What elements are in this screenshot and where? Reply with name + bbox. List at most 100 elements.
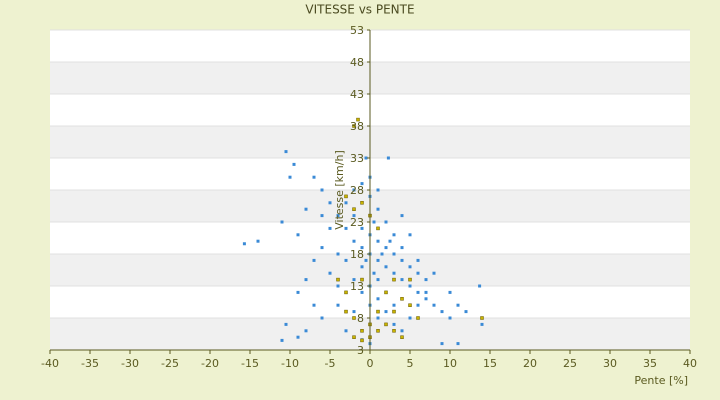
point: [344, 290, 348, 295]
point: [384, 322, 388, 327]
point: [392, 303, 396, 307]
point: [352, 214, 356, 218]
x-tick-label: -35: [81, 357, 99, 370]
point: [400, 335, 404, 339]
point: [464, 310, 468, 314]
point: [356, 117, 360, 122]
point: [424, 290, 428, 294]
point: [386, 156, 390, 160]
point: [344, 309, 348, 314]
y-tick-label: 3: [357, 344, 364, 357]
point: [376, 239, 380, 243]
point: [360, 265, 364, 269]
x-tick-label: 5: [407, 357, 414, 370]
x-tick-label: -15: [241, 357, 259, 370]
chart-title: VITESSE vs PENTE: [305, 3, 414, 17]
point: [408, 316, 412, 320]
y-tick-label: 8: [357, 312, 364, 325]
point: [344, 226, 348, 230]
y-tick-label: 23: [350, 216, 364, 229]
x-tick-label: -25: [161, 357, 179, 370]
point: [320, 214, 324, 218]
point: [284, 322, 288, 326]
point: [392, 277, 396, 282]
point: [320, 246, 324, 250]
x-axis-title: Pente [%]: [634, 374, 688, 387]
x-tick-label: -10: [281, 357, 299, 370]
point: [400, 258, 404, 262]
point: [384, 310, 388, 314]
point: [384, 246, 388, 250]
point: [320, 316, 324, 320]
y-tick-label: 43: [350, 88, 364, 101]
point: [392, 233, 396, 237]
point: [408, 277, 412, 282]
point: [372, 220, 376, 224]
point: [478, 284, 482, 288]
x-tick-label: 25: [563, 357, 577, 370]
point: [456, 303, 460, 307]
point: [392, 322, 396, 326]
point: [416, 271, 420, 275]
x-tick-label: 15: [483, 357, 497, 370]
point: [376, 278, 380, 282]
x-tick-label: 40: [683, 357, 697, 370]
point: [352, 278, 356, 282]
point: [296, 233, 300, 237]
point: [312, 303, 316, 307]
point: [408, 233, 412, 237]
point: [384, 220, 388, 224]
point: [400, 246, 404, 250]
point: [376, 258, 380, 262]
point: [352, 335, 356, 339]
point: [480, 316, 484, 320]
point: [376, 207, 380, 211]
y-tick-label: 53: [350, 24, 364, 37]
point: [352, 188, 356, 192]
point: [288, 175, 292, 179]
point: [360, 226, 364, 230]
point: [364, 156, 368, 160]
point: [360, 329, 364, 333]
point: [388, 239, 392, 243]
point: [376, 316, 380, 320]
point: [280, 338, 284, 342]
point: [336, 277, 340, 282]
point: [376, 297, 380, 301]
point: [376, 309, 380, 314]
point: [408, 303, 412, 307]
point: [360, 182, 364, 186]
point: [392, 252, 396, 256]
point: [424, 278, 428, 282]
point: [328, 201, 332, 205]
x-tick-label: 0: [367, 357, 374, 370]
point: [456, 342, 460, 346]
point: [416, 258, 420, 262]
x-tick-label: -5: [325, 357, 336, 370]
point: [376, 329, 380, 333]
point: [344, 258, 348, 262]
y-tick-label: 48: [350, 56, 364, 69]
point: [416, 316, 420, 320]
point: [296, 290, 300, 294]
point: [384, 290, 388, 295]
point: [304, 329, 308, 333]
point: [400, 297, 404, 301]
point: [440, 310, 444, 314]
point: [384, 265, 388, 269]
point: [408, 265, 412, 269]
x-tick-label: 10: [443, 357, 457, 370]
x-tick-label: 30: [603, 357, 617, 370]
point: [360, 246, 364, 250]
point: [296, 335, 300, 339]
x-tick-label: 35: [643, 357, 657, 370]
point: [392, 271, 396, 275]
point: [480, 322, 484, 326]
y-tick-label: 28: [350, 184, 364, 197]
point: [416, 303, 420, 307]
point: [360, 290, 364, 294]
point: [352, 239, 356, 243]
point: [336, 303, 340, 307]
point: [376, 226, 380, 231]
